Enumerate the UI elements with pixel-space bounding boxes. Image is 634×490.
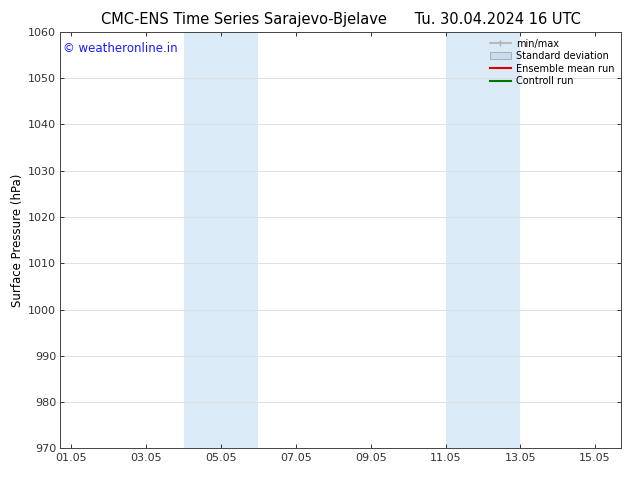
Y-axis label: Surface Pressure (hPa): Surface Pressure (hPa)	[11, 173, 23, 307]
Text: © weatheronline.in: © weatheronline.in	[63, 42, 178, 55]
Legend: min/max, Standard deviation, Ensemble mean run, Controll run: min/max, Standard deviation, Ensemble me…	[487, 36, 618, 89]
Bar	[446, 32, 521, 448]
Bar	[184, 32, 259, 448]
Title: CMC-ENS Time Series Sarajevo-Bjelave      Tu. 30.04.2024 16 UTC: CMC-ENS Time Series Sarajevo-Bjelave Tu.…	[101, 12, 581, 26]
